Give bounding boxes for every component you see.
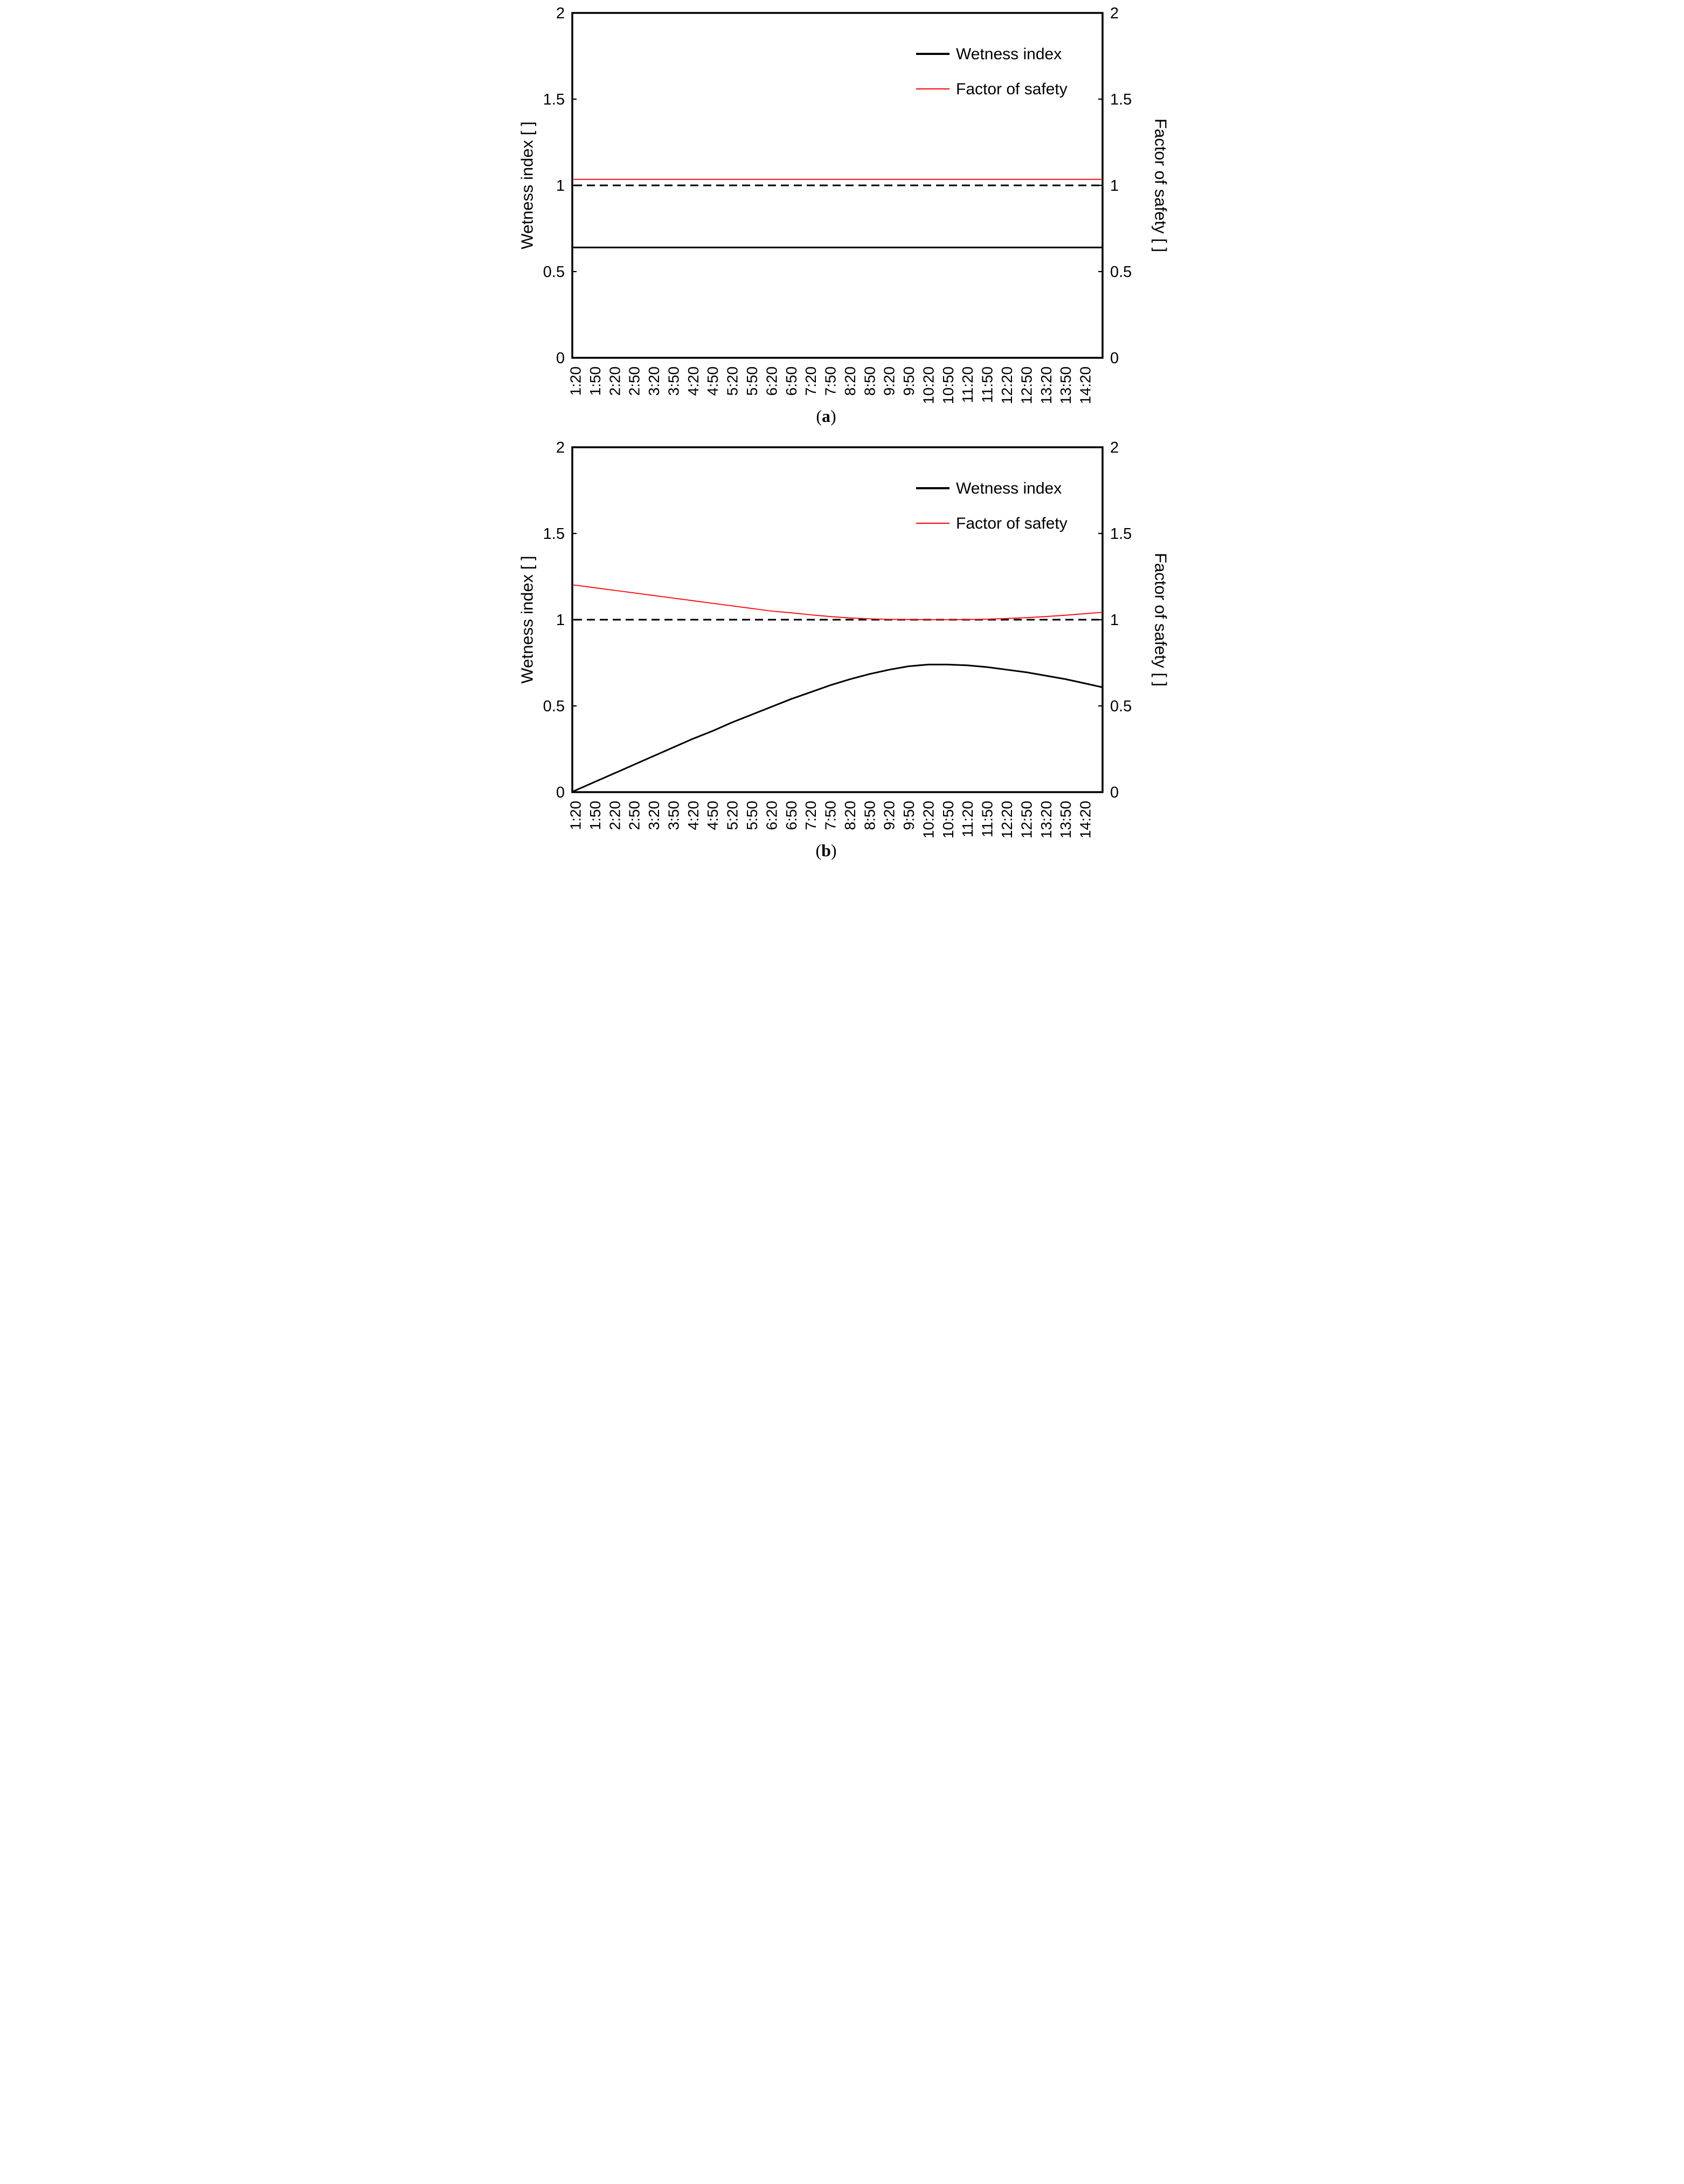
right-ytick-label: 1 <box>1110 612 1119 629</box>
xtick-label: 4:20 <box>684 366 701 396</box>
xtick-label: 3:20 <box>646 801 662 830</box>
xtick-label: 13:20 <box>1037 801 1054 838</box>
legend-label: Wetness index <box>956 45 1062 63</box>
xtick-label: 9:20 <box>881 801 897 830</box>
xtick-label: 7:50 <box>822 801 838 830</box>
xtick-label: 1:50 <box>586 366 603 396</box>
right-ytick-label: 1 <box>1110 177 1119 195</box>
xtick-label: 1:20 <box>567 366 584 396</box>
panel-caption: (b) <box>815 841 836 860</box>
right-ytick-label: 0.5 <box>1110 698 1132 715</box>
right-axis-title: Factor of safety [ ] <box>1151 119 1170 252</box>
chart-a-canvas: 0 0 0.5 0.5 1 1 1.5 1.5 2 2 1:20 1:50 2:20 2:50 3:20 3:… <box>517 5 1170 426</box>
right-ytick-label: 2 <box>1110 439 1119 456</box>
xtick-label: 1:50 <box>586 801 603 830</box>
left-ytick-label: 1 <box>556 612 564 629</box>
xtick-label: 6:20 <box>763 801 780 830</box>
figure-panel-a: 0 0 0.5 0.5 1 1 1.5 1.5 2 2 1:20 1:50 2:20 2:50 3:20 3:… <box>505 0 1179 434</box>
right-ytick-label: 2 <box>1110 5 1119 22</box>
left-ytick-label: 1.5 <box>543 91 564 108</box>
left-ytick-label: 1 <box>556 177 564 195</box>
left-ytick-label: 2 <box>556 439 564 456</box>
xtick-label: 2:20 <box>606 801 623 830</box>
left-ytick-label: 1.5 <box>543 525 564 543</box>
xtick-label: 1:20 <box>567 801 584 830</box>
right-ytick-label: 0 <box>1110 784 1119 801</box>
series-line-wetness-index <box>573 663 1102 792</box>
figure-panel-b: 0 0 0.5 0.5 1 1 1.5 1.5 2 2 1:20 1:50 2:20 2:50 3:20 3:… <box>505 434 1179 872</box>
xtick-label: 3:50 <box>665 801 682 830</box>
left-ytick-label: 2 <box>556 5 564 22</box>
xtick-label: 8:20 <box>841 366 858 396</box>
left-axis-title: Wetness index [ ] <box>517 121 536 249</box>
xtick-label: 13:50 <box>1057 801 1074 838</box>
xtick-label: 4:50 <box>704 801 721 830</box>
xtick-label: 12:20 <box>998 801 1015 838</box>
xtick-label: 6:20 <box>763 366 780 396</box>
left-ytick-label: 0 <box>556 350 564 367</box>
xtick-label: 2:50 <box>626 366 642 396</box>
xtick-label: 12:50 <box>1018 801 1035 838</box>
right-ytick-label: 0 <box>1110 350 1119 367</box>
xtick-label: 5:20 <box>724 366 740 396</box>
series-line-factor-of-safety <box>573 584 1102 620</box>
xtick-label: 7:20 <box>802 366 819 396</box>
xtick-label: 4:20 <box>684 801 701 830</box>
xtick-label: 13:50 <box>1057 366 1074 404</box>
xtick-label: 7:20 <box>802 801 819 830</box>
xtick-label: 9:20 <box>881 366 897 396</box>
xtick-label: 8:20 <box>841 801 858 830</box>
xtick-label: 11:50 <box>979 366 995 403</box>
xtick-label: 11:20 <box>959 801 976 837</box>
xtick-label: 4:50 <box>704 366 721 396</box>
xtick-label: 3:50 <box>665 366 682 396</box>
left-ytick-label: 0.5 <box>543 698 564 715</box>
xtick-label: 10:20 <box>920 366 937 404</box>
xtick-label: 10:20 <box>920 801 937 838</box>
left-ytick-label: 0.5 <box>543 264 564 281</box>
xtick-label: 8:50 <box>861 366 878 396</box>
xtick-label: 14:20 <box>1077 801 1093 838</box>
xtick-label: 11:20 <box>959 366 976 403</box>
xtick-label: 12:50 <box>1018 366 1035 404</box>
panel-caption: (a) <box>816 406 836 426</box>
xtick-label: 9:50 <box>900 366 917 396</box>
right-ytick-label: 1.5 <box>1110 91 1132 108</box>
xtick-label: 9:50 <box>900 801 917 830</box>
xtick-label: 5:50 <box>743 801 760 830</box>
xtick-label: 2:20 <box>606 366 623 396</box>
legend-label: Wetness index <box>956 480 1062 497</box>
figure-page: 0 0 0.5 0.5 1 1 1.5 1.5 2 2 1:20 1:50 2:20 2:50 3:20 3:… <box>505 0 1179 872</box>
xtick-label: 11:50 <box>979 801 995 837</box>
right-axis-title: Factor of safety [ ] <box>1151 553 1170 687</box>
legend-label: Factor of safety <box>956 515 1068 532</box>
xtick-label: 12:20 <box>998 366 1015 404</box>
xtick-label: 14:20 <box>1077 366 1093 404</box>
xtick-label: 8:50 <box>861 801 878 830</box>
xtick-label: 13:20 <box>1037 366 1054 404</box>
xtick-label: 10:50 <box>939 801 956 838</box>
xtick-label: 5:50 <box>743 366 760 396</box>
left-ytick-label: 0 <box>556 784 564 801</box>
xtick-label: 3:20 <box>646 366 662 396</box>
left-axis-title: Wetness index [ ] <box>517 556 536 683</box>
xtick-label: 6:50 <box>782 801 799 830</box>
right-ytick-label: 1.5 <box>1110 525 1132 543</box>
right-ytick-label: 0.5 <box>1110 264 1132 281</box>
xtick-label: 7:50 <box>822 366 838 396</box>
xtick-label: 5:20 <box>724 801 740 830</box>
legend-label: Factor of safety <box>956 80 1068 98</box>
xtick-label: 2:50 <box>626 801 642 830</box>
xtick-label: 6:50 <box>782 366 799 396</box>
xtick-label: 10:50 <box>939 366 956 404</box>
chart-b-canvas: 0 0 0.5 0.5 1 1 1.5 1.5 2 2 1:20 1:50 2:20 2:50 3:20 3:… <box>517 439 1170 860</box>
